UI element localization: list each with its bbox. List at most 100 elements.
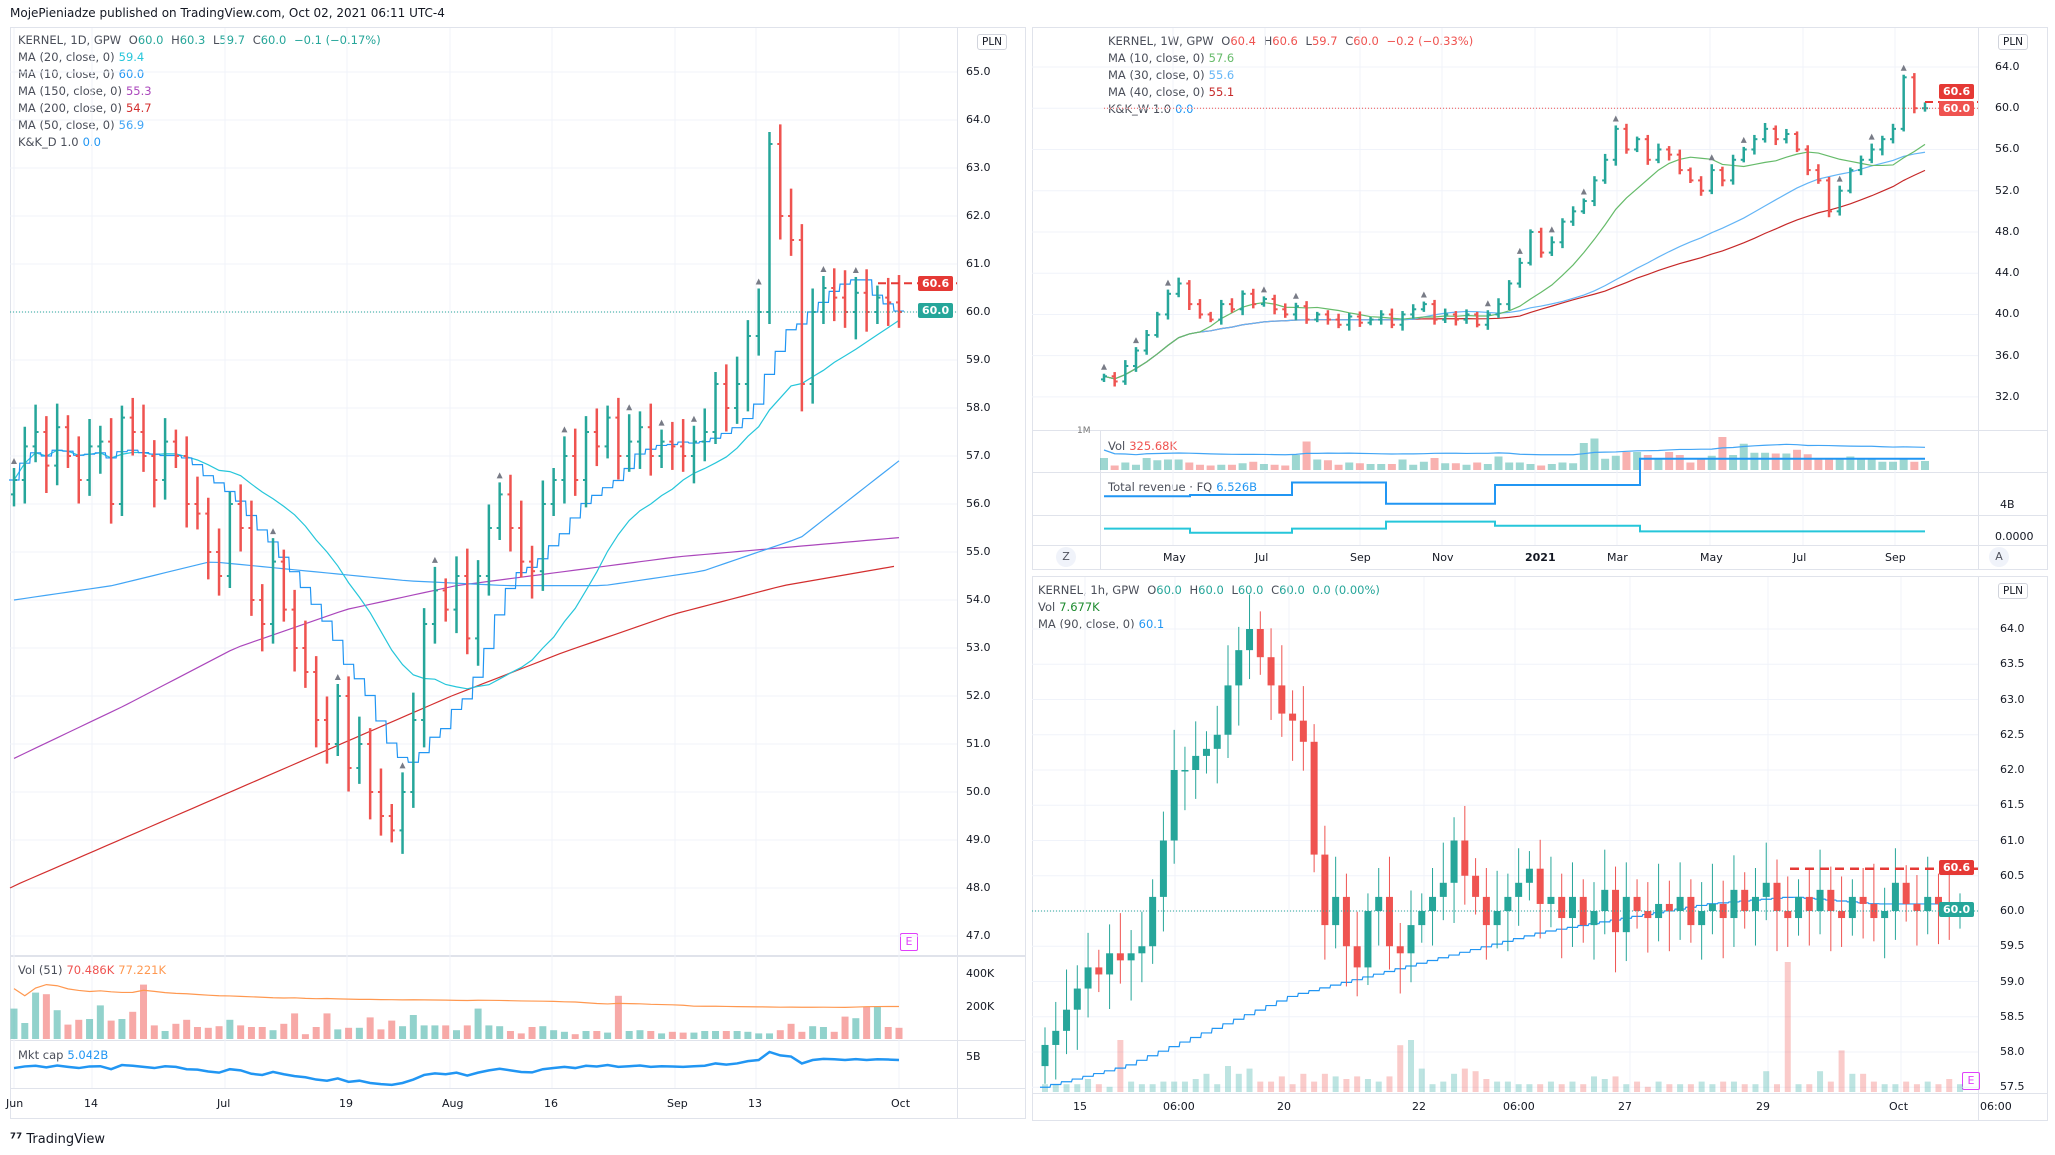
volume-bar: [1612, 1076, 1619, 1092]
volume-bar: [1441, 463, 1450, 470]
volume-bar: [388, 1020, 396, 1039]
volume-bar: [701, 1031, 709, 1039]
candle-body: [1256, 629, 1264, 658]
candle-body: [1805, 896, 1813, 911]
candle-body: [1073, 988, 1081, 1010]
earnings-badge[interactable]: E: [1962, 1072, 1980, 1090]
earnings-badge[interactable]: E: [900, 933, 918, 951]
weekly-pane-divider[interactable]: [1032, 472, 2048, 473]
volume-bar: [1302, 441, 1311, 470]
weekly-currency-button[interactable]: PLN: [1998, 34, 2029, 50]
daily-legend: KERNEL, 1D, GPW O60.0 H60.3 L59.7 C60.0 …: [18, 32, 381, 151]
volume-bar: [1741, 1084, 1748, 1092]
price-tick-label: 59.5: [2000, 939, 2025, 953]
volume-bar: [1249, 461, 1258, 470]
volume-bar: [1142, 458, 1151, 470]
kk-marker-icon: [11, 458, 17, 464]
candle-body: [1741, 889, 1749, 911]
volume-bar: [1085, 1079, 1092, 1092]
volume-bar: [1569, 463, 1578, 470]
volume-bar: [1526, 1084, 1533, 1092]
volume-bar: [1903, 1081, 1910, 1092]
price-tick-label: 52.0: [966, 689, 991, 702]
volume-bar: [1408, 1040, 1414, 1092]
weekly-left-divider: [1100, 430, 1101, 570]
volume-bar: [1515, 1084, 1522, 1092]
daily-currency-button[interactable]: PLN: [977, 34, 1008, 50]
time-tick-label: 06:00: [1980, 1100, 2012, 1113]
volume-bar: [1761, 452, 1770, 470]
candle-body: [1224, 685, 1232, 735]
candle-body: [1084, 967, 1092, 989]
ma-legend-row: MA (10, close, 0) 60.0: [18, 67, 145, 81]
daily-pane-divider[interactable]: [10, 1040, 1026, 1041]
daily-pane-divider[interactable]: [10, 955, 1026, 957]
volume-bar: [1163, 459, 1172, 470]
kk-marker-icon: [270, 528, 277, 535]
volume-ma-line: [1103, 443, 1926, 456]
tradingview-logo[interactable]: ⁷⁷ TradingView: [10, 1131, 105, 1147]
volume-bar: [1100, 458, 1108, 470]
volume-bar: [1440, 1081, 1447, 1092]
volume-bar: [291, 1013, 299, 1039]
volume-bar: [1419, 461, 1428, 470]
volume-bar: [712, 1031, 720, 1039]
hourly-currency-button[interactable]: PLN: [1998, 583, 2029, 599]
volume-bar: [32, 992, 40, 1039]
weekly-pane-divider[interactable]: [1032, 515, 2048, 516]
weekly-pane-divider[interactable]: [1032, 430, 2048, 431]
zoom-z-button[interactable]: Z: [1056, 547, 1076, 567]
volume-bar: [679, 1032, 687, 1039]
volume-bar: [1795, 1084, 1802, 1092]
volume-bar: [1849, 1073, 1856, 1092]
auto-scale-a-button[interactable]: A: [1989, 547, 2009, 567]
price-tick-label: 58.5: [2000, 1009, 2025, 1023]
price-tick-label: 61.5: [2000, 798, 2025, 812]
candle-body: [1202, 748, 1210, 756]
price-tick-label: 61.0: [2000, 833, 2025, 847]
price-tick-label: 63.0: [966, 161, 991, 174]
volume-bar: [453, 1030, 460, 1039]
volume-bar: [1278, 1076, 1285, 1092]
volume-bar: [1398, 459, 1407, 470]
candle-body: [1547, 896, 1555, 904]
candle-body: [1181, 770, 1189, 772]
volume-bar: [1429, 1084, 1436, 1092]
candle-body: [1235, 650, 1243, 686]
price-tick-label: 57.0: [966, 449, 991, 462]
mktcap-line: [13, 1050, 900, 1087]
volume-bar: [1857, 458, 1866, 470]
volume-bar: [1095, 1084, 1102, 1092]
time-tick-label: 15: [1073, 1100, 1087, 1113]
candle-body: [1536, 868, 1544, 904]
time-tick-label: 22: [1412, 1100, 1426, 1113]
candle-body: [1612, 889, 1620, 933]
candle-body: [1590, 911, 1598, 926]
price-tick-label: 62.0: [2000, 763, 2025, 776]
volume-bar: [1246, 1068, 1253, 1092]
weekly-chart-panel[interactable]: [1032, 27, 2048, 570]
candle-body: [1192, 755, 1200, 770]
volume-bar: [150, 1025, 158, 1039]
time-tick-label: Oct: [1889, 1100, 1909, 1113]
candle-body: [1063, 1009, 1071, 1031]
volume-bar: [1590, 438, 1599, 470]
volume-bar: [42, 994, 50, 1039]
volume-bar: [1332, 1076, 1339, 1092]
volume-bar: [1601, 458, 1610, 470]
volume-bar: [1633, 452, 1642, 470]
price-tick-label: 63.5: [2000, 657, 2025, 671]
volume-bar: [1181, 1081, 1188, 1092]
volume-bar: [668, 1031, 676, 1039]
price-tick-label: 53.0: [966, 641, 991, 654]
candle-body: [1310, 741, 1318, 855]
volume-bar: [75, 1019, 83, 1039]
volume-bar: [1138, 1084, 1145, 1092]
volume-bar: [1591, 1076, 1597, 1092]
daily-time-axis-divider: [10, 1088, 1026, 1089]
volume-bar: [1131, 464, 1140, 470]
candle-body: [1138, 946, 1146, 954]
ma-legend-row: MA (50, close, 0) 56.9: [18, 118, 145, 132]
volume-bar: [355, 1027, 363, 1039]
hourly-high-price-tag: 60.6: [1939, 860, 1975, 875]
